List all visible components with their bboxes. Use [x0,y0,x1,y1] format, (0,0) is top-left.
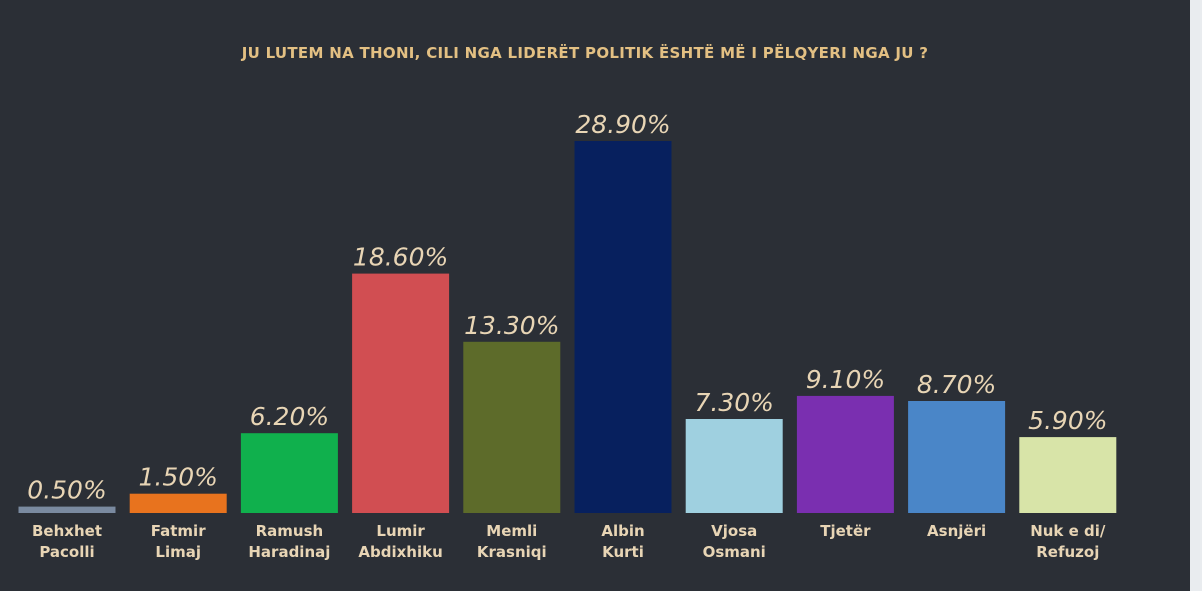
bar-3 [352,273,450,513]
value-label-5: 28.90% [575,110,670,139]
window-edge [1190,0,1202,591]
category-label-1-line-0: Fatmir [151,522,206,540]
category-label-9-line-0: Nuk e di/ [1030,522,1106,540]
bar-7 [796,395,894,513]
bar-9 [1019,437,1117,513]
bar-8 [908,401,1006,513]
value-label-0: 0.50% [27,476,106,505]
bar-4 [463,341,561,513]
category-label-5-line-1: Kurti [602,543,644,561]
category-label-7-line-0: Tjetër [820,522,871,540]
category-label-0-line-0: Behxhet [32,522,102,540]
category-label-6-line-0: Vjosa [711,522,757,540]
category-label-5-line-0: Albin [601,522,644,540]
category-label-4-line-1: Krasniqi [477,543,547,561]
category-label-3-line-0: Lumir [376,522,425,540]
bar-1 [129,493,227,513]
category-label-0-line-1: Pacolli [39,543,94,561]
category-label-8-line-0: Asnjëri [927,522,986,540]
bar-0 [18,506,116,513]
value-label-8: 8.70% [917,370,996,399]
value-label-9: 5.90% [1028,406,1107,435]
chart-title: JU LUTEM NA THONI, CILI NGA LIDERËT POLI… [241,44,929,62]
bar-2 [240,433,338,513]
value-label-6: 7.30% [694,388,773,417]
category-label-2-line-0: Ramush [256,522,324,540]
value-label-4: 13.30% [464,311,559,340]
bar-5 [574,141,672,513]
category-label-9-line-1: Refuzoj [1036,543,1099,561]
value-label-1: 1.50% [138,463,217,492]
value-label-3: 18.60% [353,243,448,272]
category-label-3-line-1: Abdixhiku [358,543,442,561]
category-label-4-line-0: Memli [486,522,537,540]
category-label-6-line-1: Osmani [703,543,766,561]
bar-6 [685,419,783,513]
category-label-1-line-1: Limaj [155,543,201,561]
value-label-7: 9.10% [806,365,885,394]
value-label-2: 6.20% [250,402,329,431]
category-label-2-line-1: Haradinaj [248,543,330,561]
